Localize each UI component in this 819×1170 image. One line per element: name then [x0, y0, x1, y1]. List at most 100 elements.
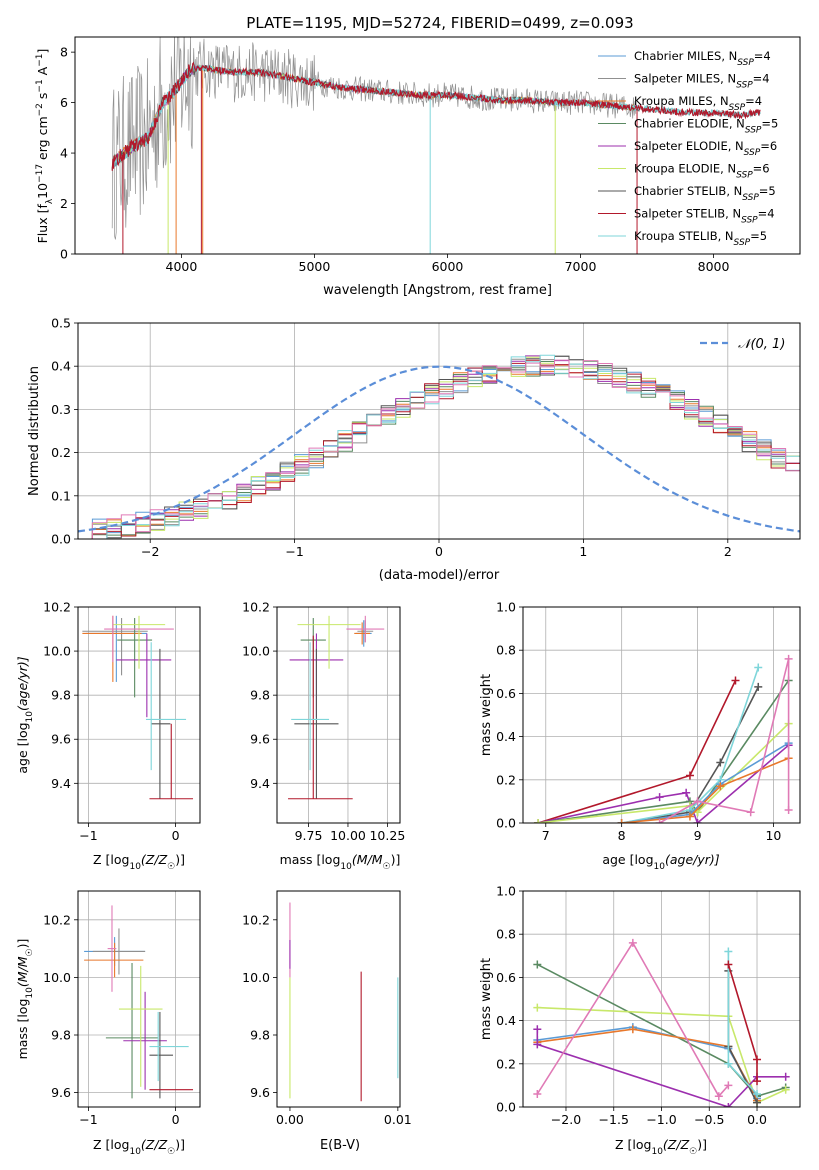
age-mass-ytick-label: 9.4: [250, 776, 270, 791]
spectrum-lines: [111, 37, 761, 254]
spectrum-ytick-label: 6: [60, 95, 68, 110]
weight-age-ytick-label: 0.8: [496, 643, 516, 658]
legend-label-kroupa-elodie: Kroupa ELODIE, NSSP=6: [634, 162, 770, 181]
weight-z-ytick-label: 0.8: [496, 927, 516, 942]
weight-age-marker-kroupa-miles: [617, 819, 626, 823]
weight-age-xtick-label: 10: [765, 828, 781, 843]
residuals-hist-kroupa-stelib: [78, 354, 800, 539]
weight-z-marker-salpeter-stelib: [753, 1055, 762, 1064]
weight-z-marker-salpeter-stelib: [753, 1077, 762, 1086]
weight-z-marker-salpeter-elodie: [533, 1040, 542, 1049]
weight-z-series-salpeter-elodie: [536, 1029, 786, 1107]
weight-age-marker-pink: [784, 806, 793, 815]
weight-z-marker-pink: [724, 1081, 733, 1090]
legend-label-salpeter-elodie: Salpeter ELODIE, NSSP=6: [634, 139, 777, 158]
weight-z-ytick-label: 0.4: [496, 1013, 516, 1028]
mass-z-axes: −1 0 9.6 9.8 10.0 10.2: [43, 891, 200, 1127]
weight-age-lines: [534, 654, 793, 823]
mass-ebv-ytick-label: 10.0: [242, 970, 270, 985]
weight-age-marker-kroupa-miles: [716, 782, 725, 791]
age-z-ytick-label: 9.6: [51, 732, 71, 747]
weight-z-frame: [522, 890, 801, 1108]
weight-age-marker-pink: [784, 654, 793, 663]
weight-age-series-kroupa-miles: [621, 757, 789, 823]
weight-z-marker-kroupa-miles: [628, 1025, 637, 1034]
mass-z-ytick-label: 9.8: [51, 1028, 71, 1043]
weight-z-series-kroupa-elodie: [537, 1006, 787, 1104]
weight-age-marker-chabrier-stelib: [716, 758, 725, 767]
mass-z-xtick-label: 0: [172, 1112, 180, 1127]
spectrum-frame: [74, 36, 801, 255]
weight-age-ytick-label: 1.0: [496, 600, 516, 615]
age-z-frame: [77, 606, 201, 824]
weight-age-series-chabrier-miles: [621, 742, 790, 823]
age-z-xtick-label: −1: [79, 828, 97, 843]
weight-age-series-kroupa-elodie: [538, 723, 790, 823]
residuals-xtick-label: 0: [435, 544, 443, 559]
weight-z-xtick-label: 0.0: [747, 1112, 767, 1127]
weight-z-marker-pink: [628, 938, 637, 947]
weight-z-marker-kroupa-stelib: [753, 1090, 762, 1099]
age-mass-xlabel: mass [log10(M/M☉)]: [280, 852, 401, 872]
spectrum-xtick-label: 6000: [432, 259, 464, 274]
residuals-ytick-label: 0.5: [51, 316, 71, 331]
mass-z-frame: [77, 890, 201, 1108]
weight-z-marker-chabrier-stelib: [753, 1098, 762, 1107]
legend-label-chabrier-stelib: Chabrier STELIB, NSSP=5: [634, 184, 776, 203]
legend-label-salpeter-miles: Salpeter MILES, NSSP=4: [634, 72, 770, 91]
age-z-ytick-label: 10.0: [43, 644, 71, 659]
weight-z-ytick-label: 0.2: [496, 1056, 516, 1071]
age-mass-ytick-label: 10.2: [242, 600, 270, 615]
residuals-ytick-label: 0.3: [51, 402, 71, 417]
residuals-xtick-label: −2: [141, 544, 159, 559]
age-z-ytick-label: 9.8: [51, 688, 71, 703]
weight-z-xtick-label: −2.0: [551, 1112, 581, 1127]
spectrum-xtick-label: 4000: [166, 259, 198, 274]
spectrum-series-salpeter-stelib: [111, 61, 761, 171]
weight-age-xtick-label: 8: [618, 828, 626, 843]
age-z-xlabel: Z [log10(Z/Z☉)]: [93, 852, 185, 872]
residuals-hist-pink: [78, 359, 800, 539]
weight-age-ytick-label: 0.4: [496, 729, 516, 744]
legend-label-salpeter-stelib: Salpeter STELIB, NSSP=4: [634, 207, 775, 226]
weight-age-marker-salpeter-stelib: [731, 676, 740, 685]
weight-age-ytick-label: 0.2: [496, 772, 516, 787]
weight-age-frame: [522, 606, 801, 824]
age-z-axes: −1 0 9.4 9.6 9.8 10.0 10.2: [43, 600, 200, 843]
mass-ebv-ytick-label: 9.8: [250, 1028, 270, 1043]
residuals-ytick-label: 0.4: [51, 359, 71, 374]
weight-age-xtick-label: 9: [694, 828, 702, 843]
spectrum-xtick-label: 7000: [565, 259, 597, 274]
weight-age-marker-chabrier-stelib: [754, 682, 763, 691]
weight-age-marker-salpeter-elodie: [655, 793, 664, 802]
weight-age-marker-salpeter-stelib: [685, 771, 694, 780]
mass-ebv-points: [289, 902, 399, 1102]
weight-age-marker-salpeter-elodie: [682, 788, 691, 797]
weight-z-xlabel: Z [log10(Z/Z☉)]: [615, 1137, 707, 1157]
weight-z-marker-pink: [533, 1090, 542, 1099]
mass-z-ytick-label: 10.2: [43, 912, 71, 927]
weight-z-marker-salpeter-stelib: [724, 960, 733, 969]
weight-z-marker-pink: [714, 1092, 723, 1101]
weight-age-marker-kroupa-miles: [685, 812, 694, 821]
spectrum-ytick-label: 4: [60, 146, 68, 161]
weight-z-marker-kroupa-elodie: [533, 1003, 542, 1012]
residuals-xtick-label: −1: [285, 544, 303, 559]
weight-z-ytick-label: 0.0: [496, 1100, 516, 1115]
legend-label-chabrier-miles: Chabrier MILES, NSSP=4: [634, 49, 771, 68]
mass-ebv-xtick-label: 0.00: [276, 1112, 304, 1127]
age-mass-axes: 9.75 10.00 10.25 9.4 9.6 9.8 10.0 10.2: [242, 600, 405, 844]
residuals-xtick-label: 1: [579, 544, 587, 559]
spectrum-ylabel: Flux [fλ10−17 erg cm−2 s−1 A−1]: [35, 49, 55, 244]
spectrum-ytick-label: 0: [60, 247, 68, 262]
age-z-ytick-label: 10.2: [43, 600, 71, 615]
residuals-steps: [78, 354, 800, 539]
weight-z-marker-kroupa-stelib: [724, 947, 733, 956]
mass-ebv-axes: 0.00 0.01 9.6 9.8 10.0 10.2: [242, 912, 412, 1127]
legend-label-kroupa-miles: Kroupa MILES, NSSP=4: [634, 94, 762, 113]
residuals-ytick-label: 0.1: [51, 488, 71, 503]
weight-age-marker-pink: [655, 819, 664, 823]
weight-age-marker-pink: [746, 808, 755, 817]
spectrum-legend: Chabrier MILES, NSSP=4 Salpeter MILES, NS…: [598, 49, 778, 248]
